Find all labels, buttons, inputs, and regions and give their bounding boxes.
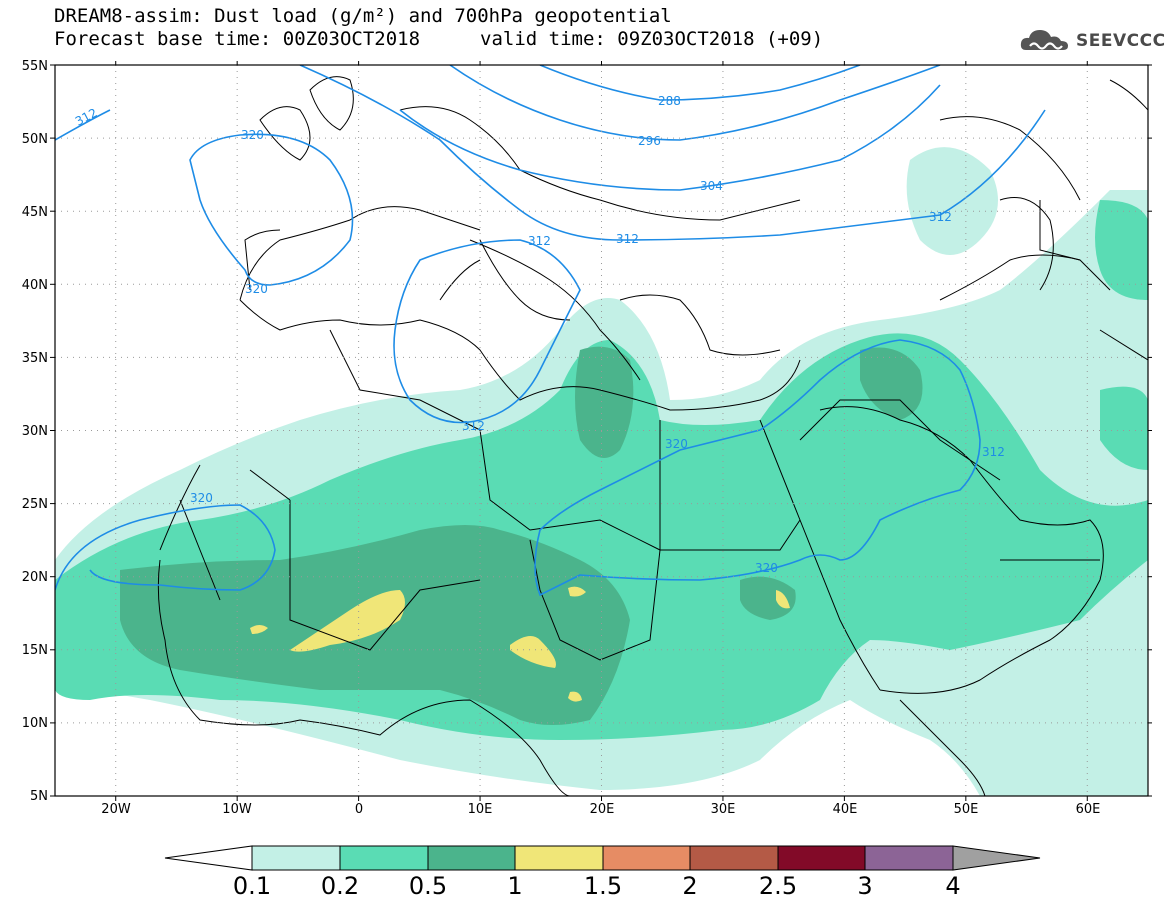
contour-label: 320 (755, 561, 778, 575)
lon-label: 20W (101, 802, 131, 817)
contour-label: 312 (929, 210, 952, 224)
contour-label: 312 (462, 419, 485, 433)
colorbar-segment (602, 845, 691, 871)
colorbar-segment (689, 845, 779, 871)
dust-level-1 (250, 625, 268, 634)
contour-label: 304 (700, 179, 723, 193)
dust-level-1 (510, 636, 556, 668)
lat-label: 15N (22, 643, 48, 658)
lon-label: 60E (1076, 802, 1101, 817)
colorbar-tick-label: 2.5 (758, 872, 798, 900)
coastlines (157, 76, 1148, 796)
contour-label: 296 (638, 134, 661, 148)
colorbar-segment (864, 845, 954, 871)
contour-label: 312 (982, 445, 1005, 459)
colorbar-segment (427, 845, 516, 871)
lat-label: 5N (30, 789, 48, 804)
colorbar-tick-label: 4 (945, 872, 961, 900)
lon-label: 10W (222, 802, 252, 817)
seevccc-logo: SEEVCCC (1018, 22, 1165, 58)
colorbar-tick-label: 0.2 (320, 872, 360, 900)
longitude-labels: 20W 10W 0 10E 20E 30E 40E 50E 60E (101, 802, 1100, 817)
dust-level-0.5 (740, 576, 796, 620)
lon-label: 30E (711, 802, 736, 817)
contour-label: 320 (190, 491, 213, 505)
valid-time: valid time: 09Z03OCT2018 (+09) (480, 28, 824, 50)
colorbar-segment (777, 845, 866, 871)
contour-label: 320 (241, 128, 264, 142)
lon-label: 50E (954, 802, 979, 817)
colorbar-tick-label: 2 (682, 872, 698, 900)
dust-level-0.5 (860, 347, 923, 420)
colorbar-segment (251, 845, 341, 871)
lat-label: 40N (22, 278, 48, 293)
colorbar-tick-label: 1 (507, 872, 523, 900)
axis-ticks (50, 61, 1152, 801)
contour-label: 288 (658, 94, 681, 108)
lat-label: 50N (22, 132, 48, 147)
lat-label: 20N (22, 570, 48, 585)
lat-label: 25N (22, 497, 48, 512)
lon-label: 10E (468, 802, 493, 817)
lat-label: 10N (22, 716, 48, 731)
lon-label: 0 (355, 802, 363, 817)
contour-label: 320 (245, 282, 268, 296)
lat-label: 55N (22, 59, 48, 74)
lat-label: 45N (22, 205, 48, 220)
colorbar-segment (514, 845, 604, 871)
contour-label: 320 (665, 437, 688, 451)
colorbar-segment (339, 845, 429, 871)
dust-level-0.2 (1100, 386, 1148, 470)
dust-level-1 (568, 586, 586, 597)
latitude-labels: 55N 50N 45N 40N 35N 30N 25N 20N 15N 10N … (22, 59, 48, 804)
graticule (55, 65, 1148, 796)
colorbar-tick-label: 0.1 (232, 872, 272, 900)
dust-level-0.2 (1095, 200, 1148, 300)
geopotential-contours (55, 65, 1046, 597)
dust-level-1 (290, 590, 405, 652)
cloud-icon (1020, 30, 1068, 50)
dust-level-1 (776, 590, 790, 609)
dust-level-0.1 (906, 147, 998, 255)
lat-label: 30N (22, 424, 48, 439)
colorbar-tick-label: 1.5 (583, 872, 623, 900)
colorbar-under-arrow (164, 845, 253, 871)
colorbar-over-arrow (952, 845, 1041, 871)
colorbar (164, 845, 1041, 871)
contour-label: 312 (528, 234, 551, 248)
forecast-base-time: Forecast base time: 00Z03OCT2018 (54, 28, 421, 50)
lon-label: 20E (590, 802, 615, 817)
dust-level-1 (568, 691, 582, 702)
colorbar-tick-label: 0.5 (408, 872, 448, 900)
lon-label: 40E (833, 802, 858, 817)
map-title: DREAM8-assim: Dust load (g/m²) and 700hP… (54, 5, 672, 27)
colorbar-tick-label: 3 (857, 872, 873, 900)
logo-text: SEEVCCC (1076, 31, 1165, 51)
contour-label: 312 (616, 232, 639, 246)
lat-label: 35N (22, 351, 48, 366)
